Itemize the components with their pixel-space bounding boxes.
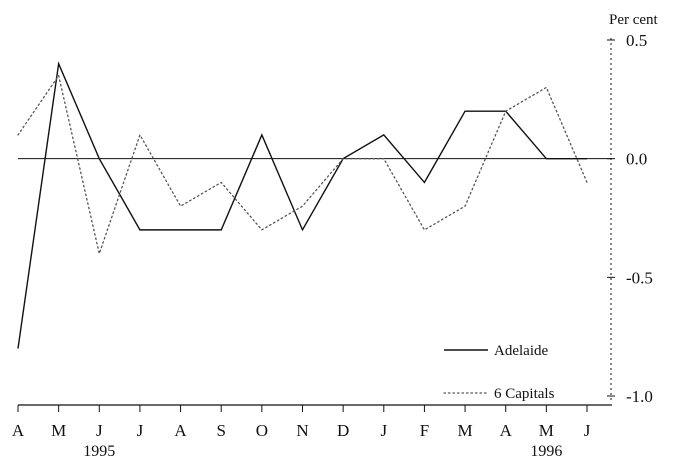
y-tick-label: 0.5 bbox=[626, 31, 647, 50]
x-tick-label: A bbox=[174, 421, 187, 440]
x-tick-label: J bbox=[380, 421, 387, 440]
x-tick-label: J bbox=[96, 421, 103, 440]
y-tick-label: 0.0 bbox=[626, 150, 647, 169]
x-tick-label: M bbox=[51, 421, 66, 440]
y-unit-label: Per cent bbox=[609, 12, 659, 28]
x-tick-label: M bbox=[458, 421, 473, 440]
x-tick-label: O bbox=[256, 421, 268, 440]
x-axis-ticks: A M J J A S O N D J F M A M J 1995 1996 bbox=[12, 405, 591, 460]
series-layer bbox=[17, 61, 588, 349]
y-axis-ticks: 0.5 0.0 -0.5 -1.0 bbox=[607, 31, 653, 406]
series-line-6-capitals bbox=[17, 74, 588, 256]
x-tick-label: F bbox=[420, 421, 429, 440]
x-tick-label: A bbox=[12, 421, 25, 440]
x-year-label: 1996 bbox=[530, 443, 562, 460]
x-tick-label: A bbox=[500, 421, 513, 440]
legend-label: Adelaide bbox=[494, 343, 548, 359]
axes bbox=[18, 38, 612, 406]
x-year-label: 1995 bbox=[83, 443, 115, 460]
legend: Adelaide 6 Capitals bbox=[443, 343, 555, 402]
x-tick-label: J bbox=[584, 421, 591, 440]
x-tick-label: D bbox=[337, 421, 349, 440]
y-tick-label: -0.5 bbox=[626, 268, 653, 287]
y-tick-label: -1.0 bbox=[626, 387, 653, 406]
legend-label: 6 Capitals bbox=[494, 386, 555, 402]
x-tick-label: N bbox=[296, 421, 308, 440]
series-line-adelaide bbox=[17, 61, 587, 349]
x-tick-label: M bbox=[539, 421, 554, 440]
x-tick-label: J bbox=[137, 421, 144, 440]
x-tick-label: S bbox=[216, 421, 225, 440]
